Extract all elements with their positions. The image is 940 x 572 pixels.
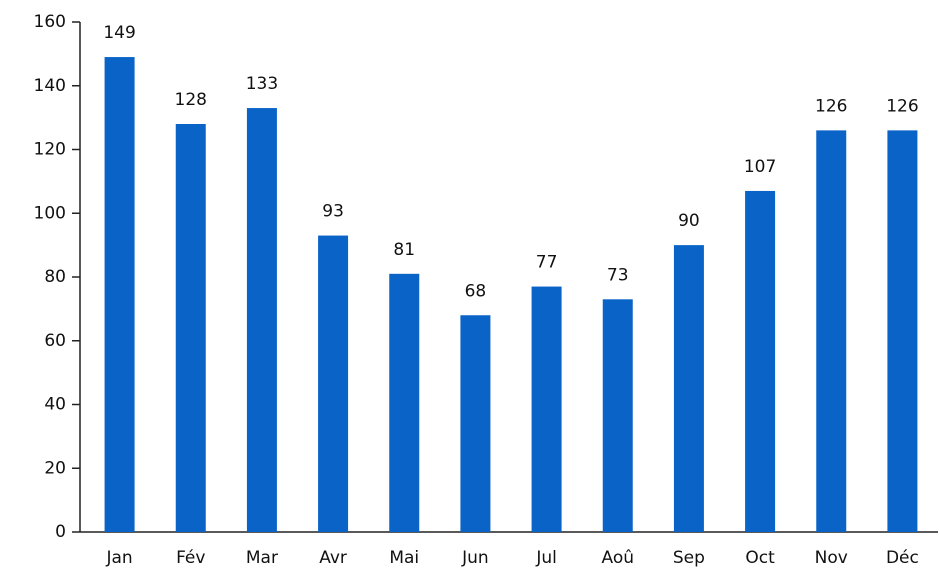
bar: [816, 130, 847, 532]
y-tick-label: 60: [44, 331, 66, 351]
y-tick-label: 0: [55, 522, 66, 542]
bar: [460, 315, 491, 532]
data-label: 73: [607, 265, 629, 285]
data-label: 107: [744, 157, 776, 177]
x-tick-label: Jun: [461, 548, 489, 568]
x-tick-label: Nov: [815, 548, 848, 568]
x-tick-label: Fév: [176, 548, 205, 568]
y-tick-label: 120: [34, 140, 66, 160]
bar: [389, 273, 420, 532]
x-tick-label: Mar: [246, 548, 278, 568]
y-tick-label: 20: [44, 458, 66, 478]
bar: [318, 235, 349, 532]
data-label: 93: [322, 202, 344, 222]
bar: [246, 108, 277, 532]
x-tick-label: Aoû: [601, 548, 634, 568]
data-label: 126: [886, 96, 918, 116]
x-tick-label: Jul: [535, 548, 557, 568]
data-label: 133: [246, 74, 278, 94]
bar: [104, 57, 135, 532]
bar: [745, 190, 776, 532]
x-tick-label: Oct: [745, 548, 775, 568]
y-tick-label: 160: [34, 12, 66, 32]
bar: [531, 286, 562, 532]
bar: [673, 245, 704, 532]
x-tick-label: Sep: [673, 548, 705, 568]
data-label: 90: [678, 211, 700, 231]
data-label: 77: [536, 253, 558, 273]
data-label: 128: [175, 90, 207, 110]
data-label: 81: [393, 240, 415, 260]
y-tick-label: 40: [44, 395, 66, 415]
x-tick-label: Avr: [319, 548, 347, 568]
bar: [175, 124, 206, 532]
data-label: 68: [465, 281, 487, 301]
data-label: 126: [815, 96, 847, 116]
x-tick-label: Jan: [105, 548, 132, 568]
y-tick-label: 100: [34, 203, 66, 223]
x-tick-label: Déc: [886, 548, 919, 568]
y-tick-label: 80: [44, 267, 66, 287]
bar: [887, 130, 918, 532]
x-tick-label: Mai: [389, 548, 419, 568]
bar: [602, 299, 633, 532]
data-label: 149: [103, 23, 135, 43]
y-tick-label: 140: [34, 76, 66, 96]
